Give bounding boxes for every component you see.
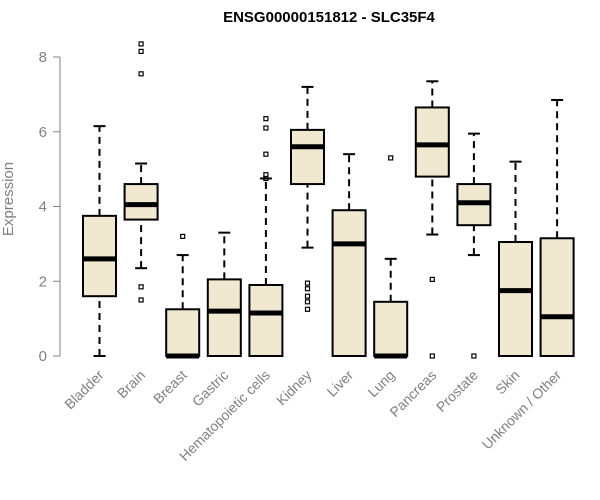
x-tick-label: Prostate: [433, 367, 481, 415]
box-group: [248, 116, 284, 357]
iqr-box: [206, 278, 242, 358]
y-tick-label: 6: [39, 124, 47, 141]
iqr-box: [373, 300, 409, 357]
x-tick-label: Unknown / Other: [479, 367, 565, 453]
iqr-box: [498, 241, 533, 358]
box-group: [456, 132, 492, 359]
iqr-box: [539, 237, 575, 357]
outlier-point: [471, 353, 477, 359]
outlier-point: [263, 125, 269, 131]
x-tick-label: Breast: [150, 367, 190, 407]
chart-title: ENSG00000151812 - SLC35F4: [223, 9, 435, 26]
y-tick-label: 2: [39, 273, 47, 290]
x-tick-label: Liver: [323, 367, 356, 400]
box-group: [331, 153, 367, 357]
box-group: [414, 80, 450, 359]
iqr-box: [290, 128, 325, 186]
outlier-point: [263, 151, 269, 157]
x-tick-label: Kidney: [273, 367, 315, 409]
box-group: [539, 98, 575, 357]
outlier-point: [138, 41, 144, 47]
y-tick-label: 0: [39, 348, 47, 365]
outlier-point: [388, 155, 394, 161]
box-group: [82, 125, 117, 357]
outlier-point: [304, 286, 311, 292]
x-tick-label: Bladder: [61, 367, 107, 413]
outlier-point: [180, 233, 186, 239]
x-tick-label: Brain: [114, 367, 148, 401]
box-group: [206, 231, 242, 358]
outlier-point: [138, 71, 144, 77]
box-group: [373, 155, 409, 359]
outlier-point: [263, 175, 269, 182]
box-group: [290, 85, 325, 312]
iqr-box: [82, 214, 117, 298]
outlier-point: [304, 306, 311, 312]
box-group: [165, 233, 201, 359]
box-group: [123, 41, 159, 303]
box-group: [498, 160, 533, 358]
x-tick-label: Lung: [364, 367, 397, 400]
outlier-point: [429, 353, 435, 359]
boxes: [82, 41, 575, 359]
outlier-point: [304, 299, 311, 305]
outlier-point: [138, 297, 144, 303]
outlier-point: [138, 48, 144, 54]
outlier-point: [138, 284, 144, 290]
y-tick-label: 4: [39, 199, 47, 216]
iqr-box: [248, 283, 284, 357]
outlier-point: [304, 293, 311, 299]
y-axis: 0 2 4 6 8: [39, 49, 61, 365]
y-tick-label: 8: [39, 49, 47, 66]
x-tick-label: Skin: [492, 367, 523, 398]
outlier-point: [263, 116, 269, 122]
outlier-point: [429, 276, 435, 282]
iqr-box: [331, 209, 367, 357]
iqr-box: [414, 106, 450, 178]
iqr-box: [123, 183, 159, 221]
outlier-point: [304, 280, 311, 286]
y-axis-label: Expression: [0, 162, 17, 236]
iqr-box: [165, 308, 201, 357]
